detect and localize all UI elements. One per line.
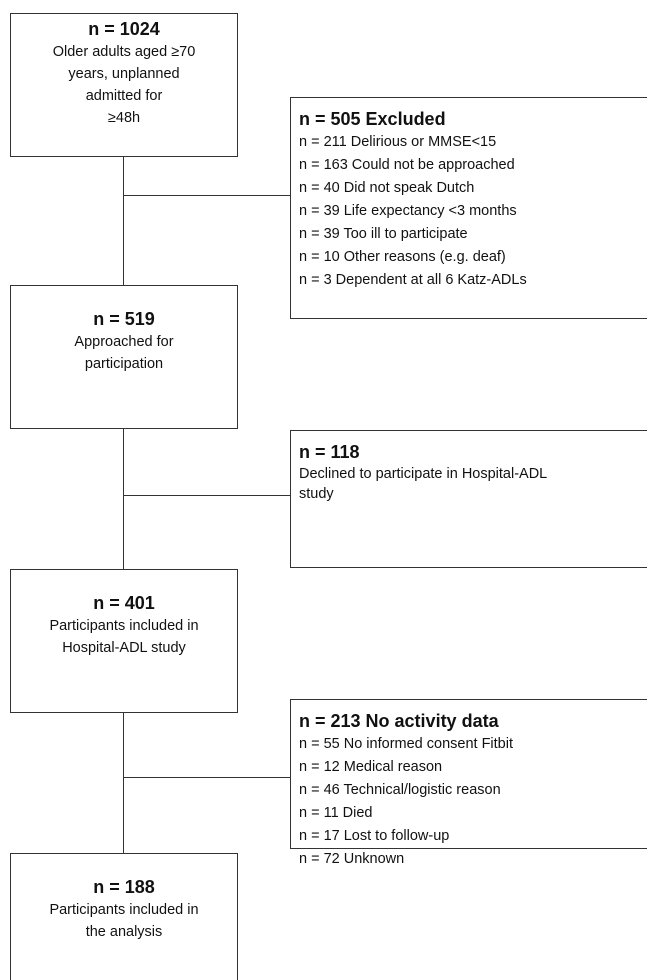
box-title: n = 213 No activity data: [299, 711, 499, 731]
box-item: n = 3 Dependent at all 6 Katz-ADLs: [299, 272, 527, 288]
box-item: n = 72 Unknown: [299, 851, 405, 867]
box-item: n = 211 Delirious or MMSE<15: [299, 134, 497, 150]
connector: [123, 713, 124, 853]
exclusion-box: n = 118 Declined to participate in Hospit…: [290, 430, 647, 568]
flow-box: n = 1024 Older adults aged ≥70 years, unpl…: [10, 13, 238, 157]
box-text: participation: [84, 356, 164, 372]
box-title: n = 505 Excluded: [299, 109, 446, 129]
box-title: n = 188: [93, 877, 155, 897]
box-text: Older adults aged ≥70: [52, 44, 196, 60]
box-text: Approached for: [74, 334, 174, 350]
box-title: n = 519: [93, 309, 155, 329]
box-item: n = 55 No informed consent Fitbit: [299, 736, 513, 752]
connector: [123, 777, 290, 778]
box-title: n = 1024: [88, 19, 160, 39]
box-title: n = 401: [93, 593, 155, 613]
box-text: ≥48h: [107, 110, 141, 126]
box-text: Participants included in: [49, 618, 199, 634]
box-text: Hospital-ADL study: [62, 640, 186, 656]
connector: [123, 429, 124, 569]
box-item: n = 163 Could not be approached: [299, 157, 515, 173]
box-item: n = 39 Too ill to participate: [299, 226, 468, 242]
box-text: the analysis: [85, 924, 163, 940]
box-item: n = 17 Lost to follow-up: [299, 828, 450, 844]
box-title: n = 118: [299, 442, 360, 462]
flow-box: n = 401 Participants included in Hospital-…: [10, 569, 238, 713]
box-item: n = 46 Technical/logistic reason: [299, 782, 501, 798]
box-item: n = 39 Life expectancy <3 months: [299, 203, 517, 219]
box-text: years, unplanned: [68, 66, 180, 82]
box-item: n = 11 Died: [299, 805, 373, 821]
box-item: Declined to participate in Hospital-ADL: [299, 466, 548, 482]
flow-box: n = 519 Approached for participation: [10, 285, 238, 429]
exclusion-box: n = 505 Excluded n = 211 Delirious or MMS…: [290, 97, 647, 319]
connector: [123, 157, 124, 285]
flow-box: n = 188 Participants included in the analy…: [10, 853, 238, 980]
connector: [123, 495, 290, 496]
connector: [123, 195, 290, 196]
box-item: study: [299, 486, 334, 502]
box-text: admitted for: [85, 88, 163, 104]
box-item: n = 12 Medical reason: [299, 759, 443, 775]
exclusion-box: n = 213 No activity data n = 55 No inform…: [290, 699, 647, 867]
box-item: n = 10 Other reasons (e.g. deaf): [299, 249, 506, 265]
box-item: n = 40 Did not speak Dutch: [299, 180, 475, 196]
box-text: Participants included in: [49, 902, 199, 918]
